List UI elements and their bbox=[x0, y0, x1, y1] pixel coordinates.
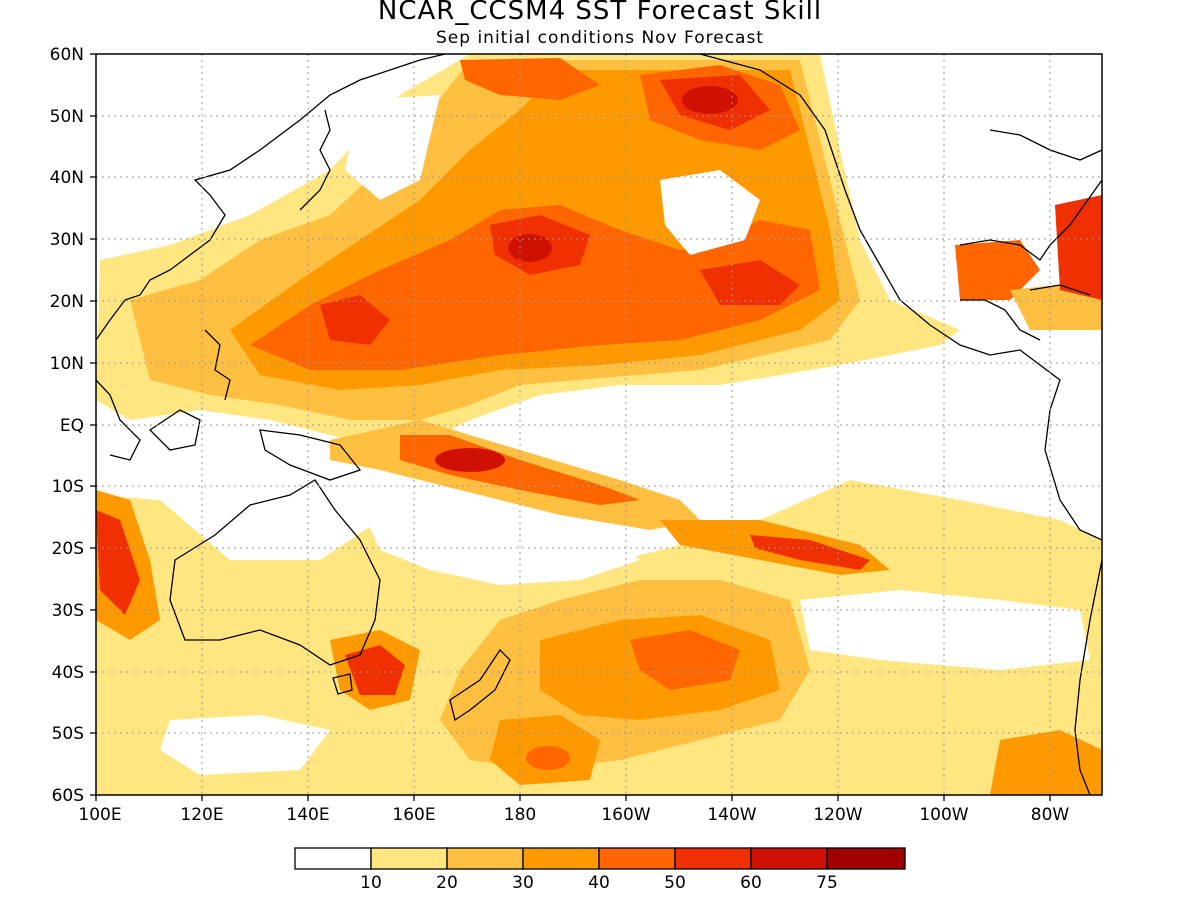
skill-gap-southeast bbox=[800, 590, 1090, 670]
latitude-labels: 60N 50N 40N 30N 20N 10N EQ 10S 20S 30S 4… bbox=[50, 45, 84, 806]
coast-japan bbox=[299, 109, 331, 211]
colorbar-swatch bbox=[750, 847, 828, 870]
coast-tasmania bbox=[332, 673, 353, 695]
lat-label: 60S bbox=[52, 786, 84, 806]
colorbar-swatch bbox=[826, 847, 906, 870]
colorbar: 10 20 30 40 50 60 75 bbox=[294, 847, 906, 893]
skill-field bbox=[96, 54, 1102, 795]
lat-label: 50S bbox=[52, 724, 84, 744]
lon-label: 160E bbox=[392, 805, 435, 825]
skill-region-atlantic bbox=[1055, 195, 1102, 300]
colorbar-label: 20 bbox=[436, 873, 458, 893]
lat-label: 20S bbox=[52, 539, 84, 559]
lon-label: 100E bbox=[78, 805, 121, 825]
skill-region-southeast-60s bbox=[990, 730, 1102, 795]
colorbar-label: 75 bbox=[816, 873, 838, 893]
skill-peak-far-south bbox=[526, 746, 570, 770]
lon-label: 180 bbox=[504, 805, 536, 825]
colorbar-label: 50 bbox=[664, 873, 686, 893]
axis-ticks bbox=[90, 53, 1051, 801]
skill-region-west-indian-50 bbox=[96, 510, 140, 615]
coast-asia bbox=[96, 54, 446, 341]
lat-label: 40N bbox=[50, 168, 84, 188]
colorbar-swatch bbox=[294, 847, 372, 870]
colorbar-swatch bbox=[370, 847, 448, 870]
coast-australia bbox=[169, 479, 381, 666]
skill-region-south-pacific-40 bbox=[630, 630, 740, 690]
map-subtitle: Sep initial conditions Nov Forecast bbox=[436, 28, 764, 48]
lon-label: 160W bbox=[601, 805, 650, 825]
lon-label: 120E bbox=[180, 805, 223, 825]
skill-region-gulf-of-mexico bbox=[955, 240, 1040, 300]
coast-new-guinea bbox=[259, 429, 362, 481]
skill-gap-south-central bbox=[360, 495, 640, 585]
lat-label: EQ bbox=[60, 416, 84, 436]
lat-label: 40S bbox=[52, 663, 84, 683]
coast-gulf-of-mexico bbox=[959, 179, 1102, 261]
skill-region-north-pacific-40 bbox=[250, 205, 820, 370]
skill-peak-central-north bbox=[508, 234, 552, 262]
colorbar-label: 10 bbox=[360, 873, 382, 893]
colorbar-swatch bbox=[446, 847, 524, 870]
colorbar-label: 30 bbox=[512, 873, 534, 893]
skill-region-west-north-50 bbox=[320, 295, 390, 345]
skill-region-tasman-50 bbox=[345, 645, 405, 695]
lon-label: 80W bbox=[1031, 805, 1070, 825]
skill-gap-northeast bbox=[660, 170, 760, 255]
lat-label: 30N bbox=[50, 230, 84, 250]
coast-cuba bbox=[1029, 284, 1091, 296]
coast-new-zealand bbox=[449, 648, 511, 722]
colorbar-label: 60 bbox=[740, 873, 762, 893]
coast-borneo bbox=[148, 409, 201, 451]
lat-label: 50N bbox=[50, 107, 84, 127]
lon-label: 140W bbox=[707, 805, 756, 825]
skill-region-south-subtropical-stripe-50 bbox=[750, 535, 870, 570]
lon-label: 100W bbox=[919, 805, 968, 825]
skill-gap-indian-south bbox=[160, 715, 330, 775]
lat-label: 10S bbox=[52, 477, 84, 497]
coast-philippines bbox=[204, 329, 231, 401]
colorbar-swatch bbox=[522, 847, 600, 870]
colorbar-swatch bbox=[598, 847, 676, 870]
lon-label: 120W bbox=[813, 805, 862, 825]
lon-label: 140E bbox=[286, 805, 329, 825]
lat-label: 20N bbox=[50, 292, 84, 312]
skill-region-east-north-50 bbox=[700, 260, 800, 305]
coast-north-america bbox=[699, 54, 1102, 541]
lat-label: 60N bbox=[50, 45, 84, 65]
skill-gap-kuroshio bbox=[345, 95, 440, 200]
coast-indochina bbox=[96, 379, 141, 461]
colorbar-swatch bbox=[674, 847, 752, 870]
colorbar-label: 40 bbox=[588, 873, 610, 893]
map-title: NCAR_CCSM4 SST Forecast Skill bbox=[377, 0, 823, 26]
skill-region-bering bbox=[460, 58, 600, 100]
longitude-labels: 100E 120E 140E 160E 180 160W 140W 120W 1… bbox=[78, 805, 1069, 825]
skill-peak-equatorial-south bbox=[435, 448, 505, 472]
coast-yucatan bbox=[960, 299, 1041, 341]
skill-peak-alaska bbox=[682, 86, 738, 114]
lat-label: 30S bbox=[52, 601, 84, 621]
lat-label: 10N bbox=[50, 354, 84, 374]
